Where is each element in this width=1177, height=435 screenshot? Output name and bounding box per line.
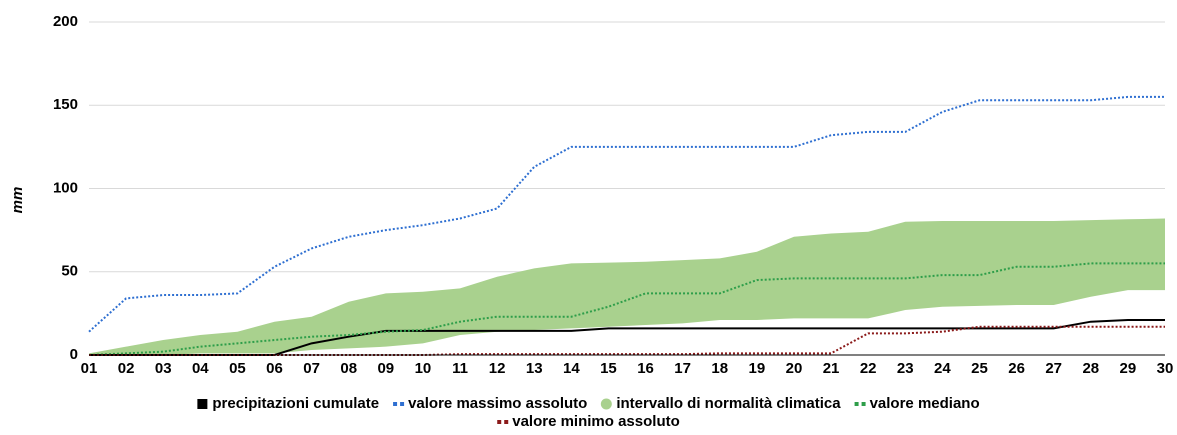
x-tick-label: 27 [1045, 360, 1062, 377]
legend-swatch [393, 402, 398, 406]
legend-label: intervallo di normalità climatica [616, 395, 841, 412]
legend-swatch [861, 402, 866, 406]
legend-swatch [197, 399, 208, 409]
legend-label: valore massimo assoluto [408, 395, 587, 412]
x-tick-label: 04 [192, 360, 209, 377]
series-line [88, 95, 1165, 333]
y-tick-label: 200 [53, 13, 78, 30]
legend-item: precipitazioni cumulate [197, 395, 379, 412]
legend-item: valore massimo assoluto [393, 395, 587, 412]
x-tick-label: 12 [489, 360, 506, 377]
x-tick-label: 21 [823, 360, 840, 377]
x-tick-label: 06 [266, 360, 283, 377]
x-tick-label: 19 [749, 360, 766, 377]
x-tick-label: 17 [674, 360, 691, 377]
legend-label: precipitazioni cumulate [212, 395, 379, 412]
x-tick-label: 01 [81, 360, 98, 377]
y-axis-label: mm [9, 187, 26, 214]
x-tick-label: 13 [526, 360, 543, 377]
x-tick-label: 03 [155, 360, 172, 377]
x-tick-label: 18 [711, 360, 728, 377]
x-tick-label: 24 [934, 360, 951, 377]
legend-item: valore minimo assoluto [497, 413, 680, 430]
x-tick-label: 14 [563, 360, 580, 377]
legend-item: intervallo di normalità climatica [600, 395, 841, 412]
legend-swatch [497, 420, 502, 424]
y-tick-label: 50 [61, 263, 78, 280]
x-tick-label: 29 [1120, 360, 1137, 377]
x-tick-label: 26 [1008, 360, 1025, 377]
x-tick-label: 09 [377, 360, 394, 377]
x-tick-label: 25 [971, 360, 988, 377]
normal-range-band [89, 218, 1165, 355]
legend-label: valore mediano [870, 395, 980, 412]
series-line [88, 262, 1165, 356]
legend-label: valore minimo assoluto [512, 413, 680, 430]
x-tick-label: 07 [303, 360, 320, 377]
legend-swatch [504, 420, 509, 424]
x-tick-label: 08 [340, 360, 357, 377]
x-tick-label: 28 [1082, 360, 1099, 377]
x-tick-label: 11 [452, 360, 468, 377]
x-tick-label: 22 [860, 360, 877, 377]
x-tick-label: 02 [118, 360, 135, 377]
y-tick-label: 100 [53, 179, 78, 196]
y-tick-label: 150 [53, 96, 78, 113]
legend-swatch [600, 398, 612, 410]
y-tick-label: 0 [70, 346, 78, 363]
x-tick-label: 05 [229, 360, 246, 377]
x-tick-label: 30 [1157, 360, 1174, 377]
x-tick-label: 23 [897, 360, 914, 377]
x-tick-label: 15 [600, 360, 617, 377]
x-tick-label: 16 [637, 360, 654, 377]
legend-swatch [400, 402, 405, 406]
legend-item: valore mediano [854, 395, 980, 412]
x-tick-label: 20 [786, 360, 803, 377]
legend-swatch [854, 402, 859, 406]
x-tick-label: 10 [415, 360, 432, 377]
